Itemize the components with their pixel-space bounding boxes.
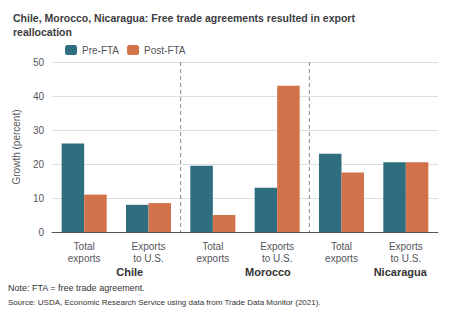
svg-text:Chile: Chile — [116, 266, 143, 278]
svg-text:exports: exports — [68, 253, 101, 264]
svg-text:to U.S.: to U.S. — [391, 253, 422, 264]
svg-text:reallocation: reallocation — [13, 26, 72, 38]
svg-text:20: 20 — [33, 159, 45, 170]
svg-text:Nicaragua: Nicaragua — [374, 266, 428, 278]
svg-text:Total: Total — [331, 241, 352, 252]
svg-text:to U.S.: to U.S. — [133, 253, 164, 264]
svg-text:Total: Total — [202, 241, 223, 252]
svg-text:Pre-FTA: Pre-FTA — [82, 45, 119, 56]
svg-text:Morocco: Morocco — [245, 266, 291, 278]
svg-text:Exports: Exports — [132, 241, 166, 252]
svg-text:Post-FTA: Post-FTA — [144, 45, 186, 56]
svg-text:10: 10 — [33, 193, 45, 204]
svg-text:Source: USDA, Economic Researc: Source: USDA, Economic Research Service … — [8, 298, 321, 307]
svg-text:Note: FTA = free trade agreeme: Note: FTA = free trade agreement. — [8, 283, 145, 293]
svg-text:exports: exports — [325, 253, 358, 264]
svg-text:to U.S.: to U.S. — [262, 253, 293, 264]
svg-text:30: 30 — [33, 125, 45, 136]
svg-text:exports: exports — [196, 253, 229, 264]
svg-text:0: 0 — [38, 227, 44, 238]
svg-text:Total: Total — [74, 241, 95, 252]
svg-text:40: 40 — [33, 91, 45, 102]
svg-text:Exports: Exports — [389, 241, 423, 252]
svg-text:Chile, Morocco, Nicaragua: Fre: Chile, Morocco, Nicaragua: Free trade ag… — [13, 12, 355, 24]
svg-text:Growth (percent): Growth (percent) — [11, 109, 22, 184]
svg-text:Exports: Exports — [260, 241, 294, 252]
svg-text:50: 50 — [33, 57, 45, 68]
